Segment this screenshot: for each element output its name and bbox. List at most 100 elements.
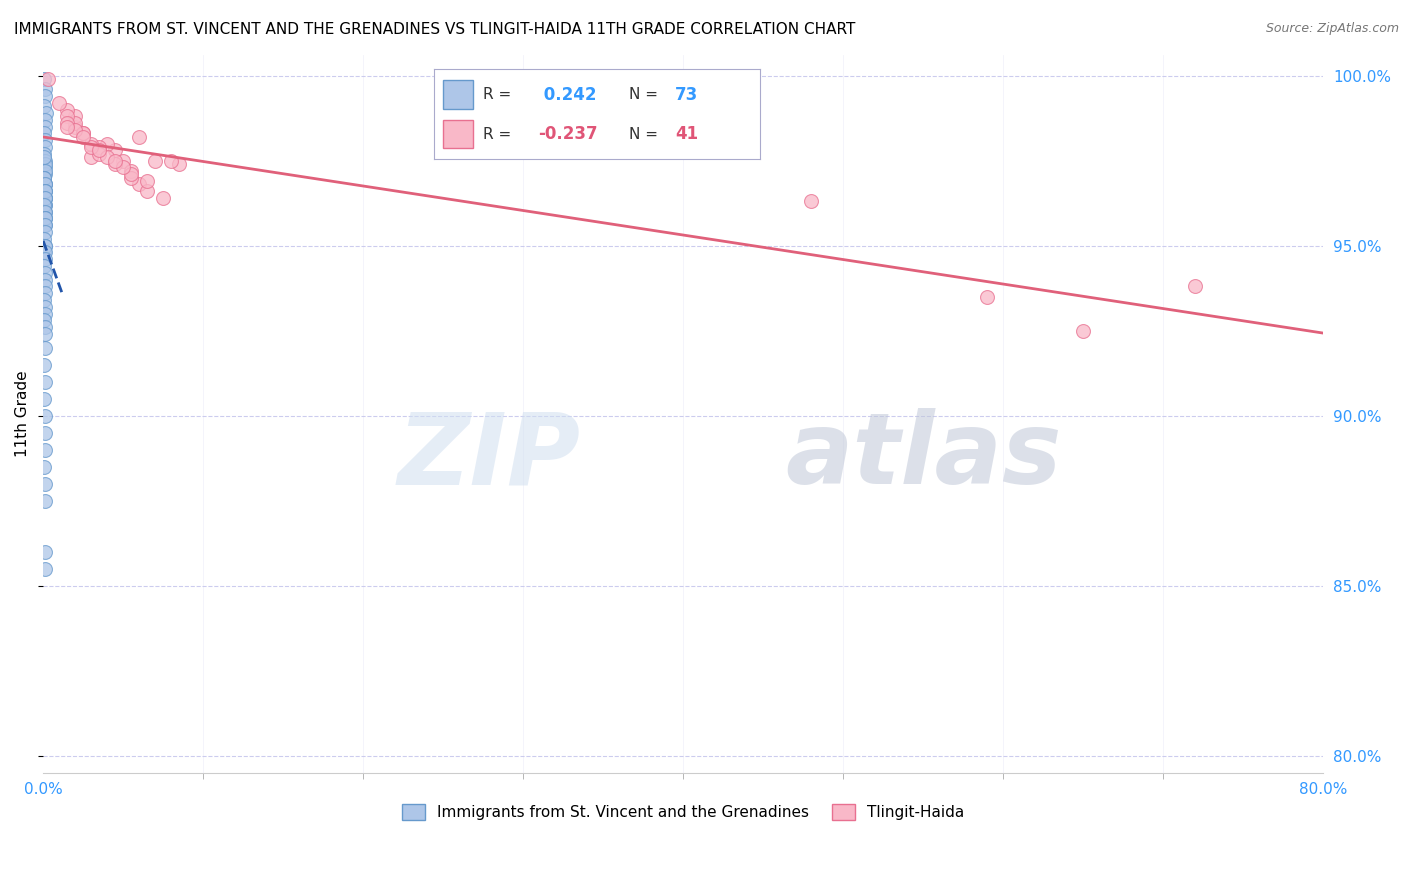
Point	[96, 150, 118, 164]
Text: Source: ZipAtlas.com: Source: ZipAtlas.com	[1265, 22, 1399, 36]
Point	[34, 459, 56, 474]
Point	[89, 146, 111, 161]
Point	[34, 238, 56, 252]
Point	[56, 120, 79, 134]
Point	[1184, 279, 1206, 293]
Point	[800, 194, 823, 209]
Point	[37, 72, 59, 87]
Point	[136, 174, 159, 188]
Point	[34, 218, 56, 232]
Point	[34, 245, 56, 260]
Point	[34, 204, 56, 219]
Point	[63, 116, 86, 130]
Point	[112, 153, 135, 168]
Point	[34, 184, 56, 198]
Point	[152, 191, 174, 205]
Point	[34, 293, 56, 307]
Point	[34, 184, 56, 198]
Point	[34, 178, 56, 192]
Point	[120, 167, 142, 181]
Point	[34, 150, 56, 164]
Point	[120, 163, 142, 178]
Point	[34, 562, 56, 576]
Point	[34, 313, 56, 327]
Point	[34, 198, 56, 212]
Point	[34, 146, 56, 161]
Point	[34, 191, 56, 205]
Point	[34, 163, 56, 178]
Point	[34, 133, 56, 147]
Point	[34, 252, 56, 267]
Point	[34, 218, 56, 232]
Point	[34, 218, 56, 232]
Point	[89, 140, 111, 154]
Point	[72, 129, 94, 144]
Point	[34, 211, 56, 226]
Point	[34, 476, 56, 491]
Point	[34, 392, 56, 406]
Point	[34, 286, 56, 301]
Point	[34, 442, 56, 457]
Point	[34, 493, 56, 508]
Point	[34, 211, 56, 226]
Point	[136, 184, 159, 198]
Point	[56, 109, 79, 123]
Point	[34, 174, 56, 188]
Point	[34, 178, 56, 192]
Point	[63, 120, 86, 134]
Point	[34, 184, 56, 198]
Point	[96, 136, 118, 151]
Text: atlas: atlas	[786, 409, 1062, 506]
Point	[34, 238, 56, 252]
Point	[34, 198, 56, 212]
Point	[976, 290, 998, 304]
Point	[34, 178, 56, 192]
Point	[34, 279, 56, 293]
Point	[34, 211, 56, 226]
Text: ZIP: ZIP	[398, 409, 581, 506]
Point	[128, 129, 150, 144]
Point	[1071, 324, 1094, 338]
Point	[48, 95, 70, 110]
Point	[34, 300, 56, 314]
Point	[63, 109, 86, 123]
Point	[34, 245, 56, 260]
Point	[167, 157, 190, 171]
Point	[56, 116, 79, 130]
Point	[34, 170, 56, 185]
Point	[112, 161, 135, 175]
Point	[34, 120, 56, 134]
Point	[120, 170, 142, 185]
Point	[34, 170, 56, 185]
Point	[34, 259, 56, 273]
Point	[34, 112, 56, 127]
Point	[34, 307, 56, 321]
Point	[34, 99, 56, 113]
Point	[34, 266, 56, 280]
Point	[34, 232, 56, 246]
Point	[104, 157, 127, 171]
Point	[34, 153, 56, 168]
Point	[34, 191, 56, 205]
Point	[72, 127, 94, 141]
Point	[34, 375, 56, 389]
Point	[34, 161, 56, 175]
Point	[34, 320, 56, 334]
Point	[104, 144, 127, 158]
Point	[63, 123, 86, 137]
Point	[34, 72, 56, 87]
Point	[34, 157, 56, 171]
Text: IMMIGRANTS FROM ST. VINCENT AND THE GRENADINES VS TLINGIT-HAIDA 11TH GRADE CORRE: IMMIGRANTS FROM ST. VINCENT AND THE GREN…	[14, 22, 855, 37]
Point	[34, 204, 56, 219]
Point	[143, 153, 166, 168]
Point	[34, 127, 56, 141]
Point	[89, 144, 111, 158]
Point	[34, 198, 56, 212]
Point	[104, 153, 127, 168]
Point	[34, 89, 56, 103]
Point	[34, 191, 56, 205]
Legend: Immigrants from St. Vincent and the Grenadines, Tlingit-Haida: Immigrants from St. Vincent and the Gren…	[396, 797, 970, 826]
Point	[34, 341, 56, 355]
Point	[34, 544, 56, 558]
Point	[34, 425, 56, 440]
